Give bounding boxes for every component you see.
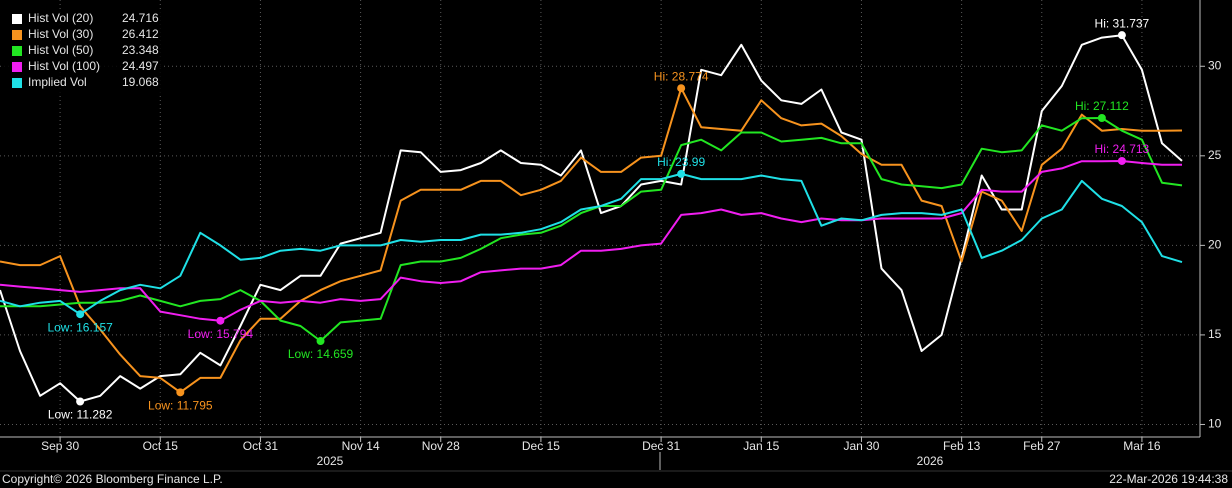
legend-label: Hist Vol (100) [28, 59, 100, 73]
extreme-label: Low: 11.795 [148, 398, 213, 412]
legend-label: Hist Vol (50) [28, 43, 93, 57]
series-line [0, 87, 1183, 394]
extreme-marker [1117, 31, 1126, 40]
plot-area [0, 0, 1200, 437]
legend-swatch [12, 62, 22, 72]
extreme-marker [176, 388, 185, 397]
legend-value: 19.068 [122, 75, 159, 89]
legend-swatch [12, 46, 22, 56]
year-label: 2025 [317, 454, 344, 468]
y-tick-label: 10 [1208, 417, 1222, 431]
x-tick-label: Dec 31 [642, 439, 680, 453]
extreme-marker [677, 169, 686, 178]
x-tick-label: Nov 28 [422, 439, 460, 453]
legend: Hist Vol (20) 24.716 Hist Vol (30) 26.412 Hi… [4, 10, 164, 94]
legend-swatch [12, 30, 22, 40]
year-label: 2026 [917, 454, 944, 468]
series-line [0, 117, 1183, 342]
x-tick-label: Jan 30 [843, 439, 879, 453]
y-tick-label: 30 [1208, 58, 1222, 72]
legend-swatch [12, 14, 22, 24]
x-tick-label: Sep 30 [41, 439, 79, 453]
extreme-marker [216, 316, 225, 325]
x-tick-label: Dec 15 [522, 439, 560, 453]
legend-label: Hist Vol (20) [28, 11, 93, 25]
extreme-label: Hi: 28.774 [654, 69, 709, 83]
series-line [0, 160, 1182, 322]
extreme-label: Low: 11.282 [48, 408, 113, 422]
x-tick-label: Feb 27 [1023, 439, 1061, 453]
legend-value: 24.497 [122, 59, 159, 73]
extreme-marker [76, 310, 85, 319]
y-tick-label: 20 [1208, 238, 1222, 252]
x-tick-label: Jan 15 [743, 439, 779, 453]
x-tick-label: Oct 31 [243, 439, 279, 453]
extreme-marker [1097, 113, 1106, 122]
legend-value: 26.412 [122, 27, 159, 41]
extreme-label: Low: 16.157 [47, 320, 113, 334]
extreme-marker [76, 397, 85, 406]
legend-value: 24.716 [122, 11, 159, 25]
series-line [0, 34, 1183, 403]
y-tick-label: 15 [1208, 327, 1222, 341]
extreme-label: Hi: 23.99 [657, 155, 705, 169]
extreme-label: Hi: 31.737 [1095, 16, 1150, 30]
extreme-marker [1117, 156, 1126, 165]
legend-swatch [12, 78, 22, 88]
x-tick-label: Mar 16 [1123, 439, 1161, 453]
series-line [0, 172, 1183, 316]
extreme-label: Hi: 24.713 [1095, 142, 1150, 156]
x-tick-label: Feb 13 [943, 439, 981, 453]
timestamp: 22-Mar-2026 19:44:38 [1109, 472, 1228, 486]
copyright: Copyright© 2026 Bloomberg Finance L.P. [2, 472, 223, 486]
x-tick-label: Oct 15 [143, 439, 179, 453]
legend-box [4, 10, 164, 94]
x-tick-label: Nov 14 [342, 439, 380, 453]
extreme-label: Low: 14.659 [288, 347, 354, 361]
extreme-marker [677, 84, 686, 93]
legend-label: Implied Vol [28, 75, 87, 89]
legend-label: Hist Vol (30) [28, 27, 93, 41]
extreme-label: Low: 15.794 [188, 327, 254, 341]
extreme-label: Hi: 27.112 [1075, 99, 1129, 113]
extreme-marker [316, 337, 325, 346]
legend-value: 23.348 [122, 43, 159, 57]
y-tick-label: 25 [1208, 148, 1222, 162]
